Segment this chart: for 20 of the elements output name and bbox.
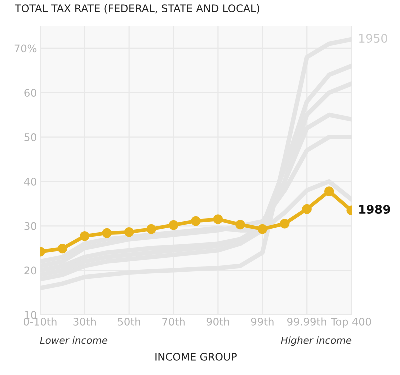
x-tick-label: 70th: [162, 318, 185, 326]
y-tick-label: 30: [24, 222, 37, 230]
series-label: 1989: [360, 205, 390, 214]
text: Higher income: [281, 336, 352, 346]
y-tick-label: 60: [24, 89, 37, 97]
x-tick-label: 0-10th: [24, 318, 57, 326]
text: Lower income: [40, 336, 108, 344]
x-tick-label: 99th: [251, 318, 274, 326]
chart-title: TOTAL TAX RATE (FEDERAL, STATE AND LOCAL): [15, 4, 260, 14]
y-tick-label: 40: [24, 178, 37, 186]
x-axis-title: INCOME GROUP: [156, 353, 237, 361]
y-tick-label: 20: [24, 266, 37, 275]
x-tick-label: 50th: [118, 318, 140, 326]
x-tick-label: 90th: [206, 318, 230, 326]
y-tick-label: 70%: [14, 44, 37, 53]
x-tick-label: Top 400: [331, 318, 372, 328]
x-tick-label: 30th: [74, 318, 96, 326]
y-tick-label: 50: [24, 134, 37, 142]
y-tick-label: 10: [25, 311, 37, 320]
x-tick-label: 99.99th: [288, 318, 326, 326]
